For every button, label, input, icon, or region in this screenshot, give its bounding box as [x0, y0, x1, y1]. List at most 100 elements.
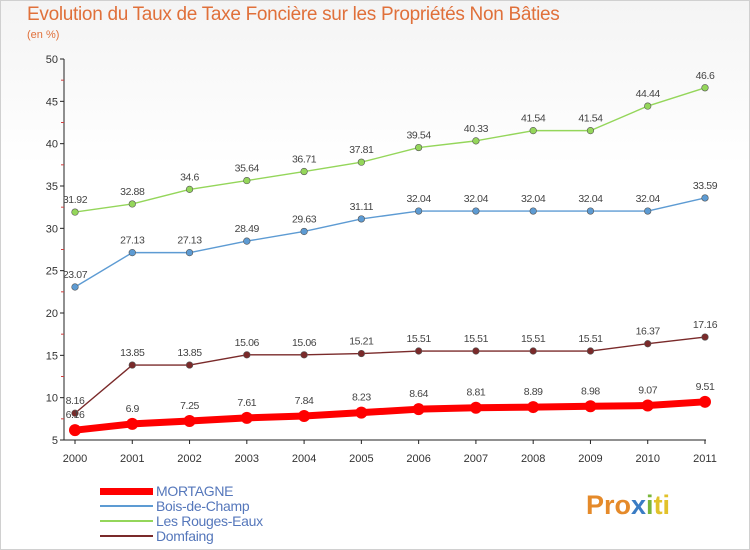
data-label: 32.04 [406, 193, 431, 205]
data-label: 6.9 [126, 403, 140, 415]
chart-title: Evolution du Taux de Taxe Foncière sur l… [27, 4, 560, 25]
data-label: 8.64 [409, 388, 428, 400]
data-label: 7.25 [180, 400, 199, 412]
data-label: 32.04 [578, 193, 603, 205]
data-label: 15.51 [521, 333, 546, 345]
data-point [699, 395, 711, 408]
y-tick-label: 45 [46, 96, 58, 108]
data-label: 41.54 [521, 113, 546, 125]
logo-part: x [631, 490, 647, 520]
x-tick-label: 2006 [406, 453, 430, 465]
series-line [74, 197, 706, 288]
data-point [529, 347, 537, 355]
y-tick-label: 15 [46, 350, 58, 362]
legend-swatch [100, 520, 153, 522]
y-tick-label: 5 [52, 435, 58, 447]
x-tick-label: 2009 [578, 453, 602, 465]
data-label: 27.13 [120, 235, 145, 247]
logo-part: ti [653, 490, 671, 520]
data-point [357, 349, 365, 358]
x-tick-label: 2001 [120, 453, 144, 465]
data-point [415, 347, 423, 355]
data-label: 44.44 [636, 88, 661, 100]
data-label: 33.59 [693, 180, 718, 192]
chart-subtitle: (en %) [27, 29, 60, 41]
data-label: 40.33 [464, 123, 489, 135]
data-label: 7.61 [237, 397, 256, 409]
data-point [529, 207, 537, 215]
data-label: 15.51 [578, 333, 603, 345]
data-point [243, 237, 251, 245]
y-tick-label: 35 [46, 181, 58, 193]
data-point [128, 361, 136, 369]
data-label: 15.51 [406, 333, 431, 345]
data-label: 9.07 [638, 385, 657, 397]
x-tick-label: 2000 [63, 453, 87, 465]
data-label: 15.06 [235, 337, 260, 349]
data-point [185, 249, 194, 257]
data-label: 32.04 [464, 193, 489, 205]
y-tick-label: 50 [46, 54, 58, 66]
data-point [472, 137, 480, 145]
data-point [527, 401, 540, 414]
x-tick-label: 2002 [177, 453, 201, 465]
data-label: 13.85 [120, 347, 145, 359]
data-point [644, 207, 652, 215]
data-point [586, 207, 595, 215]
data-point [586, 347, 595, 355]
x-tick-label: 2011 [693, 453, 717, 465]
data-label: 31.11 [350, 201, 374, 213]
x-tick-label: 2008 [521, 453, 545, 465]
data-label: 36.71 [292, 154, 317, 166]
data-point [71, 283, 79, 291]
data-label: 6.16 [66, 409, 85, 421]
x-tick-label: 2005 [349, 453, 373, 465]
data-point [469, 401, 482, 414]
data-point [71, 208, 79, 216]
data-label: 23.07 [63, 269, 88, 281]
y-tick-label: 30 [46, 223, 58, 235]
data-point [641, 399, 654, 412]
legend-swatch [100, 505, 153, 507]
data-label: 39.54 [406, 130, 431, 142]
data-point [126, 417, 139, 430]
data-point [412, 403, 425, 416]
data-point [472, 347, 480, 355]
logo-part: Pro [586, 490, 632, 520]
x-tick-label: 2010 [635, 453, 659, 465]
data-point [183, 414, 196, 427]
data-label: 8.89 [524, 386, 543, 398]
data-label: 9.51 [696, 381, 715, 393]
data-label: 17.16 [693, 319, 718, 331]
series-line [74, 336, 706, 414]
x-tick-label: 2003 [235, 453, 259, 465]
data-point [69, 424, 81, 437]
y-tick-label: 10 [46, 393, 58, 405]
data-point [355, 406, 368, 419]
series-line [71, 398, 709, 434]
legend-swatch [100, 535, 153, 537]
logo-part: i [646, 490, 654, 520]
legend-label: Les Rouges-Eaux [156, 513, 263, 529]
x-tick-label: 2007 [464, 453, 488, 465]
data-point [586, 127, 595, 135]
y-tick-label: 40 [46, 139, 58, 151]
data-label: 27.13 [177, 235, 202, 247]
data-point [415, 207, 423, 215]
data-label: 32.04 [636, 193, 661, 205]
data-point [128, 249, 136, 257]
data-point [644, 102, 652, 110]
data-label: 8.16 [66, 395, 85, 407]
legend-label: Domfaing [156, 528, 214, 544]
data-point [300, 167, 308, 176]
data-point [701, 84, 709, 92]
data-label: 34.6 [180, 171, 199, 183]
data-label: 37.81 [349, 144, 374, 156]
data-point [357, 215, 365, 223]
series-line [74, 87, 706, 213]
legend-swatch [100, 488, 153, 495]
data-point [701, 194, 709, 202]
data-point [584, 400, 597, 413]
x-tick-label: 2004 [292, 453, 316, 465]
data-point [472, 207, 480, 215]
